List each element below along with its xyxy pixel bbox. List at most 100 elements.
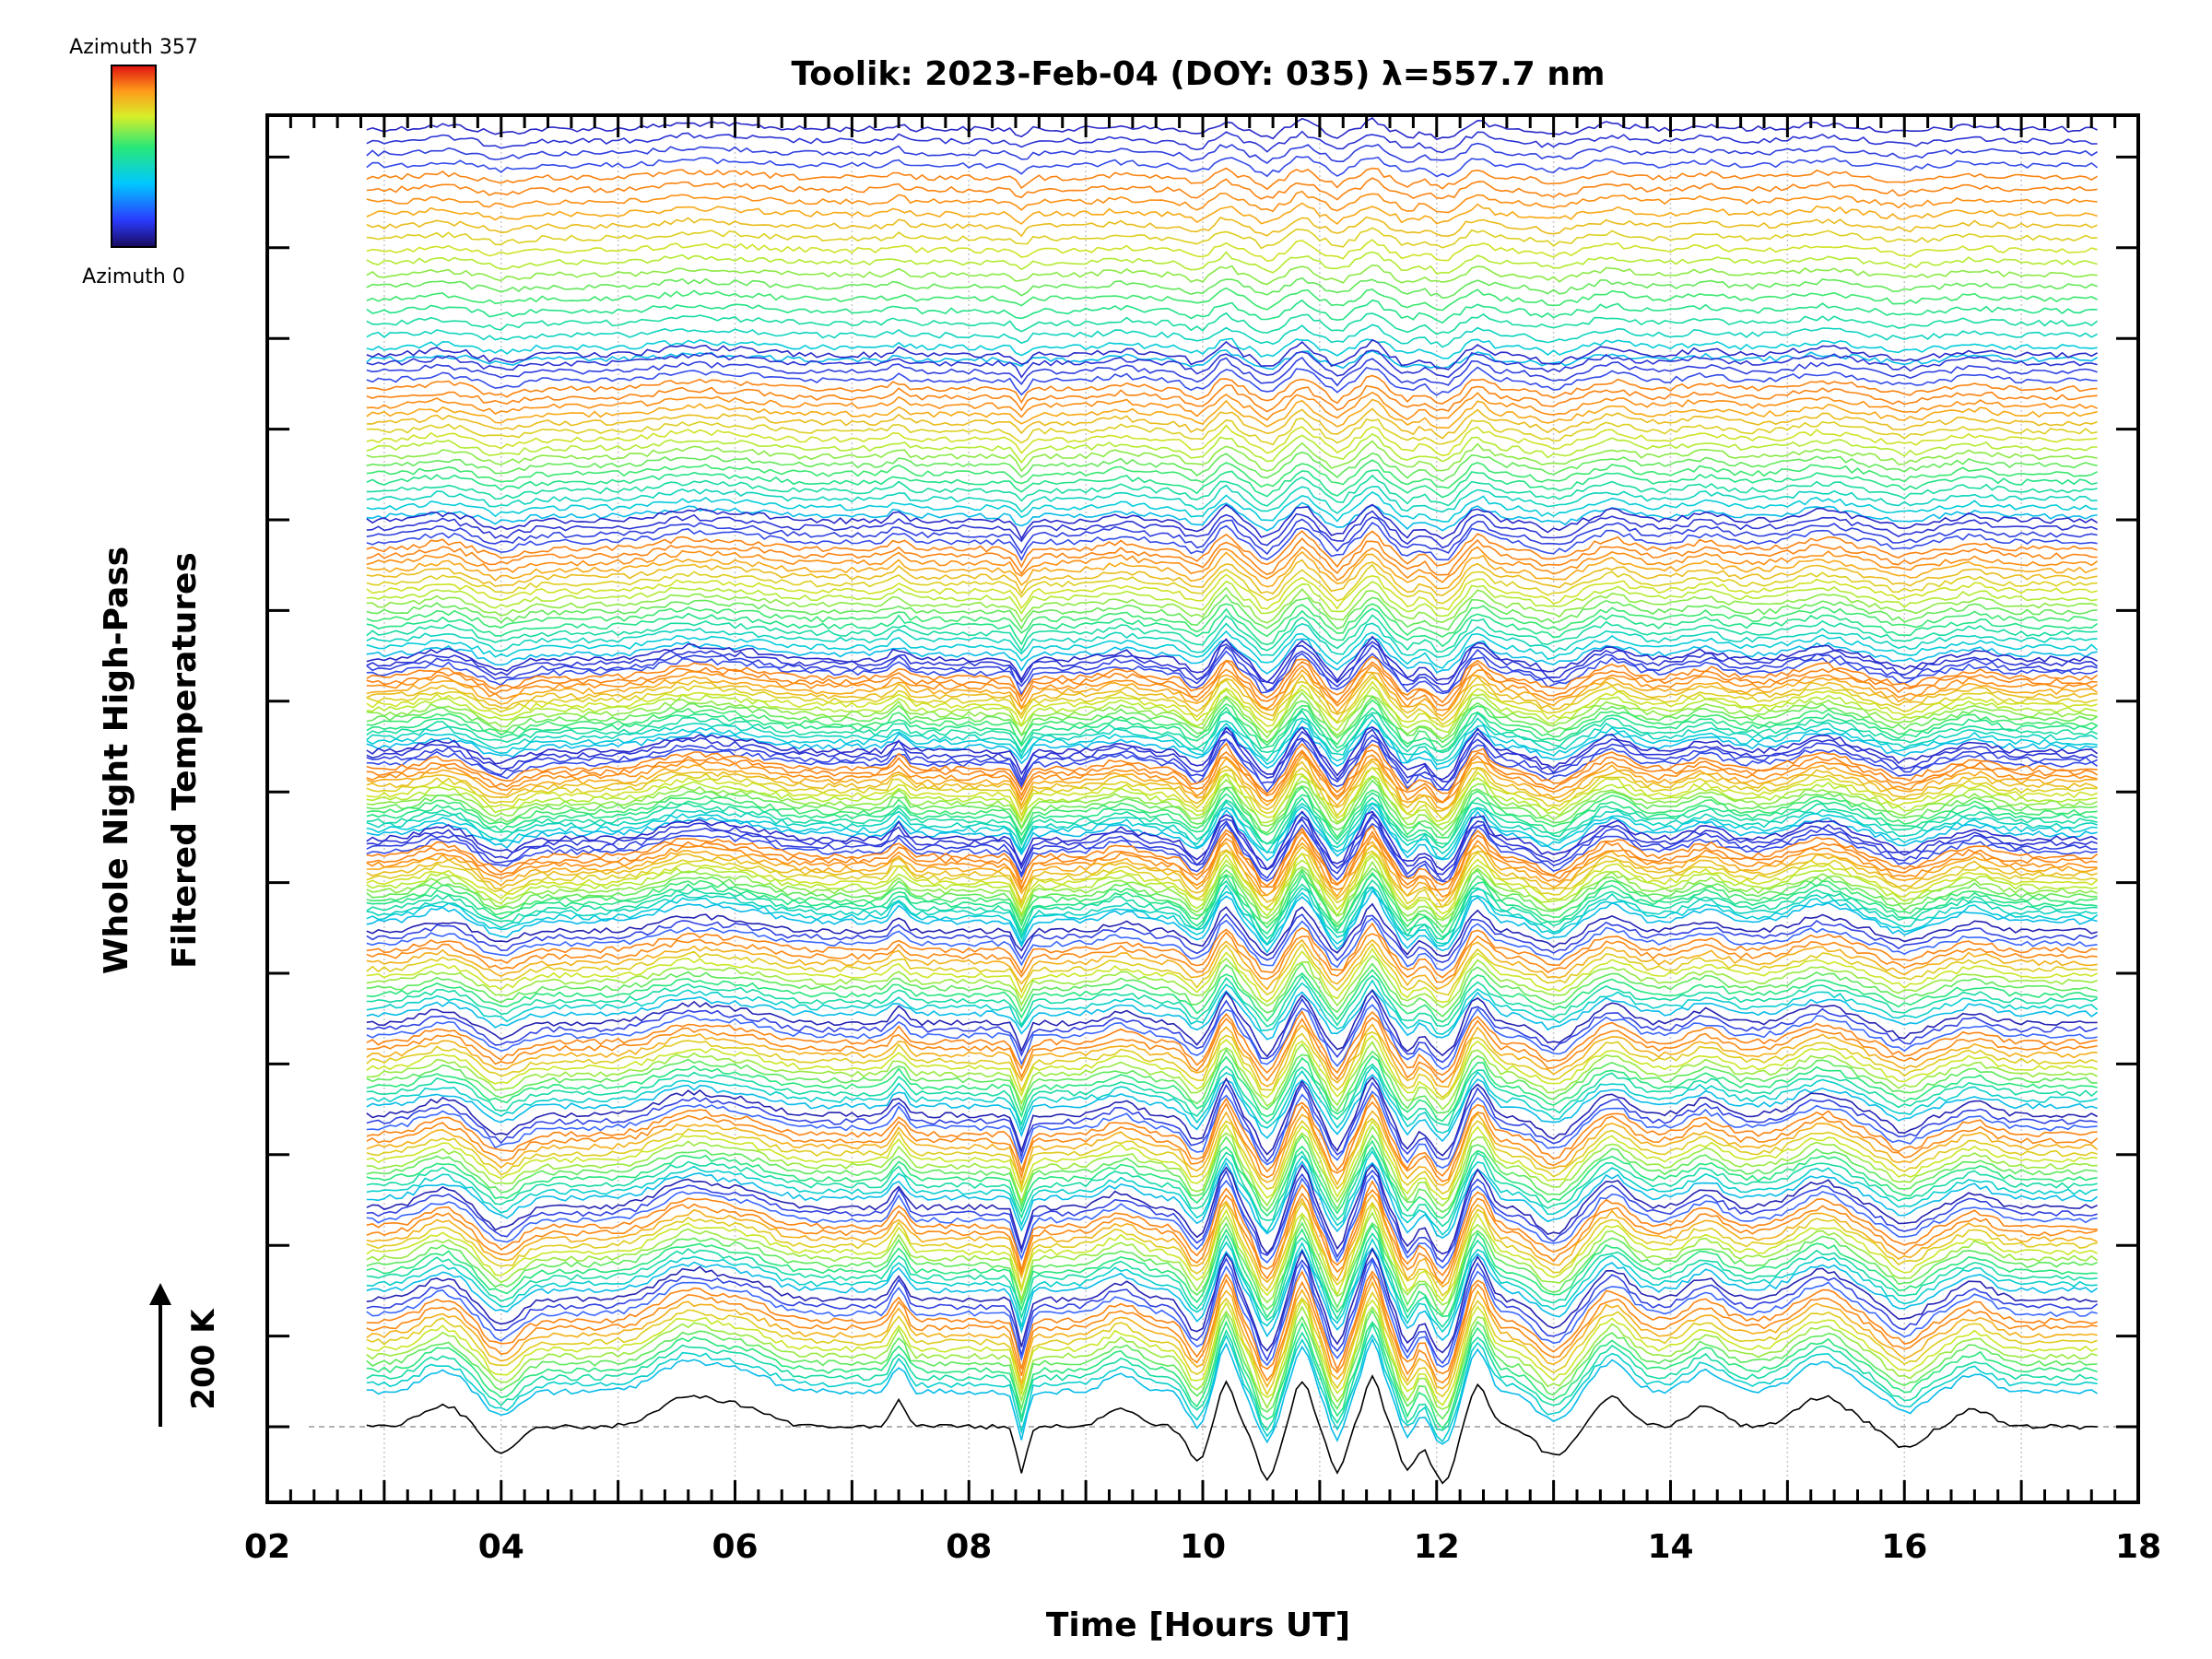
azimuth-trace <box>366 1334 2098 1443</box>
azimuth-trace <box>366 922 2098 979</box>
azimuth-trace <box>366 1073 2098 1143</box>
azimuth-trace <box>366 1305 2098 1410</box>
azimuth-trace <box>366 251 2098 275</box>
azimuth-trace <box>366 167 2099 191</box>
azimuth-trace <box>366 1246 2099 1342</box>
azimuth-trace <box>366 573 2098 611</box>
azimuth-trace <box>366 484 2098 514</box>
azimuth-trace <box>366 580 2098 618</box>
azimuth-trace <box>366 563 2098 605</box>
azimuth-trace <box>366 1169 2098 1264</box>
azimuth-trace <box>366 1139 2098 1219</box>
azimuth-trace <box>366 869 2098 935</box>
azimuth-trace <box>366 1211 2099 1306</box>
azimuth-trace <box>366 1124 2098 1207</box>
x-tick-label: 02 <box>244 1528 290 1566</box>
azimuth-trace <box>366 816 2098 883</box>
y-axis-label-line1: Whole Night High-Pass <box>98 547 135 974</box>
azimuth-trace <box>366 398 2098 429</box>
azimuth-trace <box>366 559 2098 597</box>
azimuth-trace <box>366 802 2098 860</box>
azimuth-trace <box>366 867 2098 928</box>
azimuth-trace <box>366 742 2098 795</box>
azimuth-trace <box>366 239 2098 263</box>
x-tick-label: 14 <box>1647 1528 1693 1566</box>
azimuth-trace <box>366 635 2098 684</box>
azimuth-trace <box>366 873 2098 938</box>
azimuth-trace <box>366 659 2098 707</box>
azimuth-trace <box>366 537 2098 576</box>
scale-arrow-head <box>149 1283 171 1305</box>
azimuth-trace <box>366 796 2098 849</box>
azimuth-trace <box>366 1117 2098 1195</box>
azimuth-trace <box>366 889 2098 954</box>
x-tick-label: 16 <box>1881 1528 1927 1566</box>
azimuth-trace <box>366 1201 2098 1297</box>
azimuth-trace <box>366 374 2098 405</box>
azimuth-trace <box>366 1238 2098 1334</box>
azimuth-trace <box>366 546 2099 583</box>
azimuth-trace <box>366 629 2099 669</box>
azimuth-trace <box>366 276 2098 300</box>
colorbar-gradient <box>111 65 157 248</box>
azimuth-trace <box>366 852 2099 915</box>
x-axis-label: Time [Hours UT] <box>1046 1606 1350 1644</box>
azimuth-trace <box>366 979 2099 1036</box>
azimuth-trace <box>366 522 2098 561</box>
azimuth-trace <box>366 337 2098 359</box>
azimuth-trace <box>366 1034 2098 1100</box>
colorbar-bottom-label: Azimuth 0 <box>82 265 185 288</box>
azimuth-trace <box>366 1048 2098 1114</box>
azimuth-trace <box>366 938 2098 991</box>
azimuth-trace <box>366 841 2098 902</box>
azimuth-trace <box>366 1030 2098 1099</box>
azimuth-trace <box>366 725 2099 781</box>
azimuth-trace <box>366 440 2098 473</box>
azimuth-trace <box>366 850 2098 909</box>
azimuth-trace <box>366 1090 2098 1170</box>
azimuth-trace <box>366 1149 2098 1236</box>
x-tick-label: 18 <box>2115 1528 2161 1566</box>
azimuth-trace <box>366 356 2098 387</box>
azimuth-trace <box>366 917 2098 971</box>
azimuth-trace <box>366 1054 2098 1123</box>
azimuth-trace <box>366 490 2098 523</box>
azimuth-trace <box>366 942 2098 996</box>
azimuth-trace <box>366 766 2098 820</box>
azimuth-trace <box>366 117 2098 141</box>
azimuth-trace <box>366 974 2098 1028</box>
azimuth-trace <box>366 348 2099 371</box>
azimuth-trace <box>366 417 2098 446</box>
azimuth-trace <box>366 1163 2098 1255</box>
azimuth-trace <box>366 299 2098 324</box>
azimuth-trace <box>366 775 2098 831</box>
azimuth-0-trace <box>366 1374 2098 1485</box>
azimuth-trace <box>366 854 2098 920</box>
plot-axes: 02 04 06 08 10 12 14 16 18 <box>244 113 2161 1566</box>
azimuth-trace <box>366 728 2098 782</box>
azimuth-trace <box>366 655 2099 704</box>
azimuth-trace <box>366 860 2098 922</box>
azimuth-trace <box>366 994 2098 1064</box>
azimuth-trace <box>366 459 2098 489</box>
azimuth-trace <box>366 1231 2098 1329</box>
azimuth-trace <box>366 264 2098 286</box>
azimuth-trace <box>366 469 2098 499</box>
azimuth-trace <box>366 1004 2098 1071</box>
azimuth-trace <box>366 1010 2098 1077</box>
azimuth-trace <box>366 824 2099 888</box>
azimuth-trace <box>366 685 2098 734</box>
azimuth-trace <box>366 884 2098 946</box>
azimuth-trace <box>366 1065 2098 1135</box>
azimuth-trace <box>366 954 2098 1009</box>
azimuth-trace <box>366 713 2099 762</box>
azimuth-trace <box>366 668 2099 717</box>
azimuth-trace <box>366 451 2098 483</box>
azimuth-trace <box>366 349 2098 379</box>
colorbar: Azimuth 357 Azimuth 0 <box>69 36 198 288</box>
azimuth-trace <box>366 641 2099 686</box>
azimuth-trace <box>366 1337 2099 1445</box>
azimuth-trace <box>366 338 2098 371</box>
x-tick-label: 06 <box>712 1528 758 1566</box>
azimuth-trace <box>366 1120 2098 1200</box>
